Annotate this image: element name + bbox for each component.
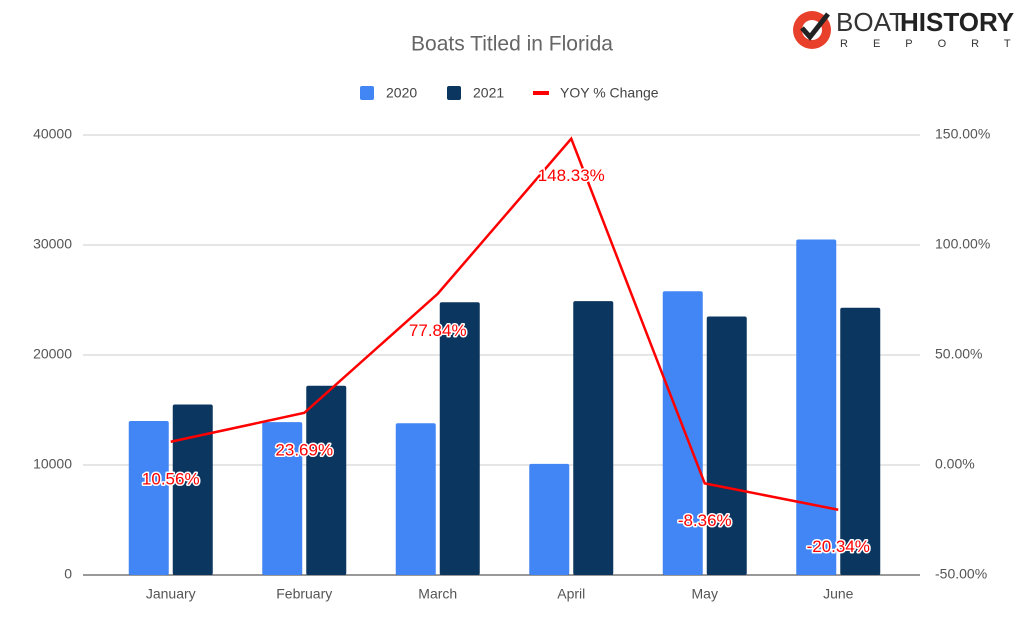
legend: 2020 2021 YOY % Change bbox=[360, 85, 659, 101]
data-label: -8.36% bbox=[678, 511, 732, 530]
logo-check bbox=[800, 12, 830, 41]
logo: BOAT HISTORY REPORT bbox=[793, 7, 1023, 50]
bar bbox=[706, 316, 747, 575]
y-tick-label: 0 bbox=[64, 566, 72, 582]
legend-swatch bbox=[360, 86, 374, 100]
logo-word: BOAT bbox=[836, 7, 905, 37]
bar bbox=[262, 422, 303, 575]
line bbox=[170, 136, 839, 511]
x-tick-label: March bbox=[418, 586, 457, 602]
bar bbox=[128, 421, 169, 575]
data-label: 23.69% bbox=[275, 440, 333, 459]
y2-tick-label: 0.00% bbox=[935, 456, 975, 472]
y-tick-label: 10000 bbox=[33, 456, 72, 472]
data-label: 77.84% bbox=[409, 321, 467, 340]
bar bbox=[439, 302, 480, 575]
bar bbox=[573, 301, 614, 575]
x-tick-label: June bbox=[823, 586, 854, 602]
logo-word: HISTORY bbox=[900, 7, 1014, 37]
x-tick-label: April bbox=[557, 586, 585, 602]
bar bbox=[529, 463, 570, 575]
bar bbox=[306, 385, 347, 575]
y-tick-label: 30000 bbox=[33, 236, 72, 252]
x-tick-label: January bbox=[146, 586, 196, 602]
x-tick-label: May bbox=[692, 586, 718, 602]
data-label: -20.34% bbox=[807, 537, 870, 556]
legend-label: 2020 bbox=[386, 85, 417, 101]
chart-title: Boats Titled in Florida bbox=[411, 33, 613, 56]
bar bbox=[395, 423, 436, 575]
y2-tick-label: 150.00% bbox=[935, 126, 990, 142]
logo-subword: REPORT bbox=[840, 38, 1023, 50]
data-label: 148.33% bbox=[538, 166, 605, 185]
x-tick-label: February bbox=[276, 586, 332, 602]
legend-label: YOY % Change bbox=[560, 85, 659, 101]
bar bbox=[796, 239, 837, 575]
bar bbox=[840, 307, 881, 575]
y-tick-label: 20000 bbox=[33, 346, 72, 362]
y-tick-label: 40000 bbox=[33, 126, 72, 142]
legend-label: 2021 bbox=[473, 85, 504, 101]
y2-tick-label: 100.00% bbox=[935, 236, 990, 252]
bar bbox=[662, 291, 703, 575]
y2-tick-label: -50.00% bbox=[935, 566, 987, 582]
bar bbox=[172, 404, 213, 575]
data-label: 10.56% bbox=[142, 469, 200, 488]
y2-tick-label: 50.00% bbox=[935, 346, 982, 362]
legend-swatch bbox=[447, 86, 461, 100]
